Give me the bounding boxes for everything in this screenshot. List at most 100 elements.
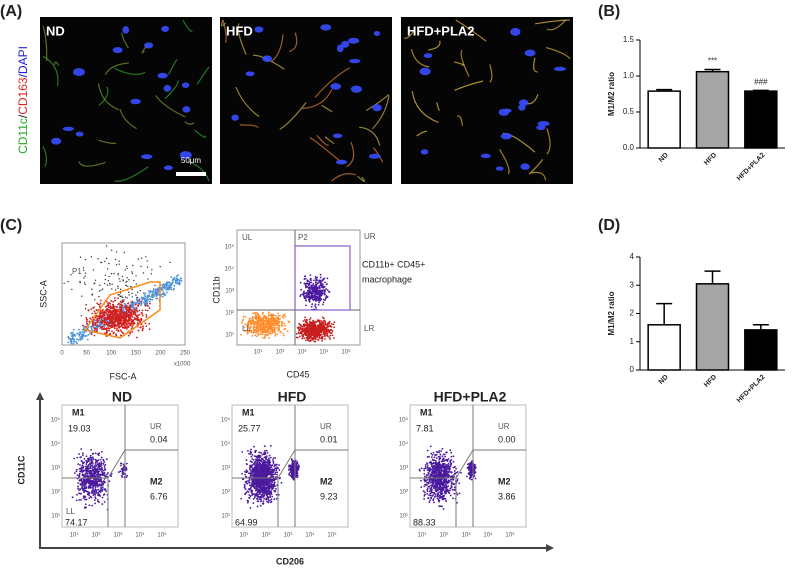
event-dot	[131, 289, 132, 290]
event-dot	[269, 488, 271, 490]
event-dot	[262, 316, 264, 318]
event-dot	[79, 493, 81, 495]
event-dot	[271, 466, 273, 468]
event-dot	[268, 457, 270, 459]
event-dot	[256, 455, 258, 457]
event-dot	[99, 474, 101, 476]
event-dot	[246, 459, 248, 461]
event-dot	[149, 303, 151, 305]
arrow-head	[546, 544, 554, 552]
event-dot	[171, 283, 173, 285]
event-dot	[101, 484, 103, 486]
event-dot	[91, 473, 93, 475]
event-dot	[273, 465, 275, 467]
event-dot	[273, 486, 275, 488]
event-dot	[105, 489, 107, 491]
x-tick-label: ND	[658, 152, 670, 164]
nucleus	[369, 154, 381, 159]
bar	[745, 91, 777, 148]
event-dot	[91, 465, 93, 467]
event-dot	[307, 339, 309, 341]
event-dot	[114, 312, 116, 314]
event-dot	[77, 486, 79, 488]
quadrant-label: UR	[364, 232, 376, 241]
event-dot	[93, 467, 95, 469]
event-dot	[249, 478, 251, 480]
event-dot	[314, 329, 316, 331]
event-dot	[123, 463, 125, 465]
event-dot	[134, 322, 136, 324]
event-dot	[173, 288, 175, 290]
event-dot	[147, 305, 149, 307]
event-dot	[73, 340, 75, 342]
event-dot	[105, 275, 106, 276]
event-dot	[307, 294, 309, 296]
event-dot	[324, 281, 326, 283]
event-dot	[284, 316, 286, 318]
event-dot	[111, 284, 112, 285]
event-dot	[288, 321, 290, 323]
event-dot	[318, 302, 320, 304]
event-dot	[257, 317, 259, 319]
event-dot	[329, 335, 331, 337]
event-dot	[319, 293, 321, 295]
event-dot	[122, 473, 124, 475]
event-dot	[298, 332, 300, 334]
event-dot	[313, 287, 315, 289]
event-dot	[305, 278, 307, 280]
event-dot	[171, 289, 172, 290]
event-dot	[113, 314, 115, 316]
event-dot	[242, 319, 244, 321]
event-dot	[244, 316, 246, 318]
event-dot	[313, 289, 315, 291]
event-dot	[271, 473, 273, 475]
event-dot	[83, 458, 85, 460]
y-tick-label: 2	[630, 309, 635, 318]
event-dot	[263, 460, 265, 462]
event-dot	[77, 333, 79, 335]
event-dot	[261, 497, 263, 499]
event-dot	[63, 283, 64, 284]
event-dot	[313, 280, 315, 282]
event-dot	[245, 471, 247, 473]
event-dot	[124, 252, 125, 253]
event-dot	[325, 288, 327, 290]
event-dot	[265, 499, 267, 501]
event-dot	[141, 257, 142, 258]
event-dot	[84, 497, 86, 499]
gate-percentage: 19.03	[68, 423, 91, 433]
event-dot	[85, 460, 87, 462]
event-dot	[91, 497, 93, 499]
event-dot	[269, 486, 271, 488]
event-dot	[263, 452, 265, 454]
event-dot	[272, 464, 274, 466]
event-dot	[95, 465, 97, 467]
event-dot	[139, 303, 141, 305]
event-dot	[262, 480, 264, 482]
nucleus	[113, 47, 123, 53]
event-dot	[274, 457, 276, 459]
event-dot	[116, 264, 117, 265]
nucleus	[510, 28, 520, 36]
event-dot	[264, 445, 266, 447]
event-dot	[305, 299, 307, 301]
event-dot	[109, 325, 111, 327]
event-dot	[89, 487, 91, 489]
bar	[648, 91, 680, 148]
event-dot	[94, 484, 96, 486]
event-dot	[298, 328, 300, 330]
event-dot	[93, 472, 95, 474]
event-dot	[144, 294, 146, 296]
event-dot	[327, 296, 329, 298]
event-dot	[259, 468, 261, 470]
event-dot	[244, 485, 246, 487]
event-dot	[141, 302, 143, 304]
event-dot	[138, 299, 140, 301]
event-dot	[134, 313, 136, 315]
event-dot	[317, 335, 319, 337]
event-dot	[245, 469, 247, 471]
nucleus	[420, 68, 431, 76]
event-dot	[269, 331, 271, 333]
event-dot	[304, 316, 306, 318]
event-dot	[151, 269, 152, 270]
